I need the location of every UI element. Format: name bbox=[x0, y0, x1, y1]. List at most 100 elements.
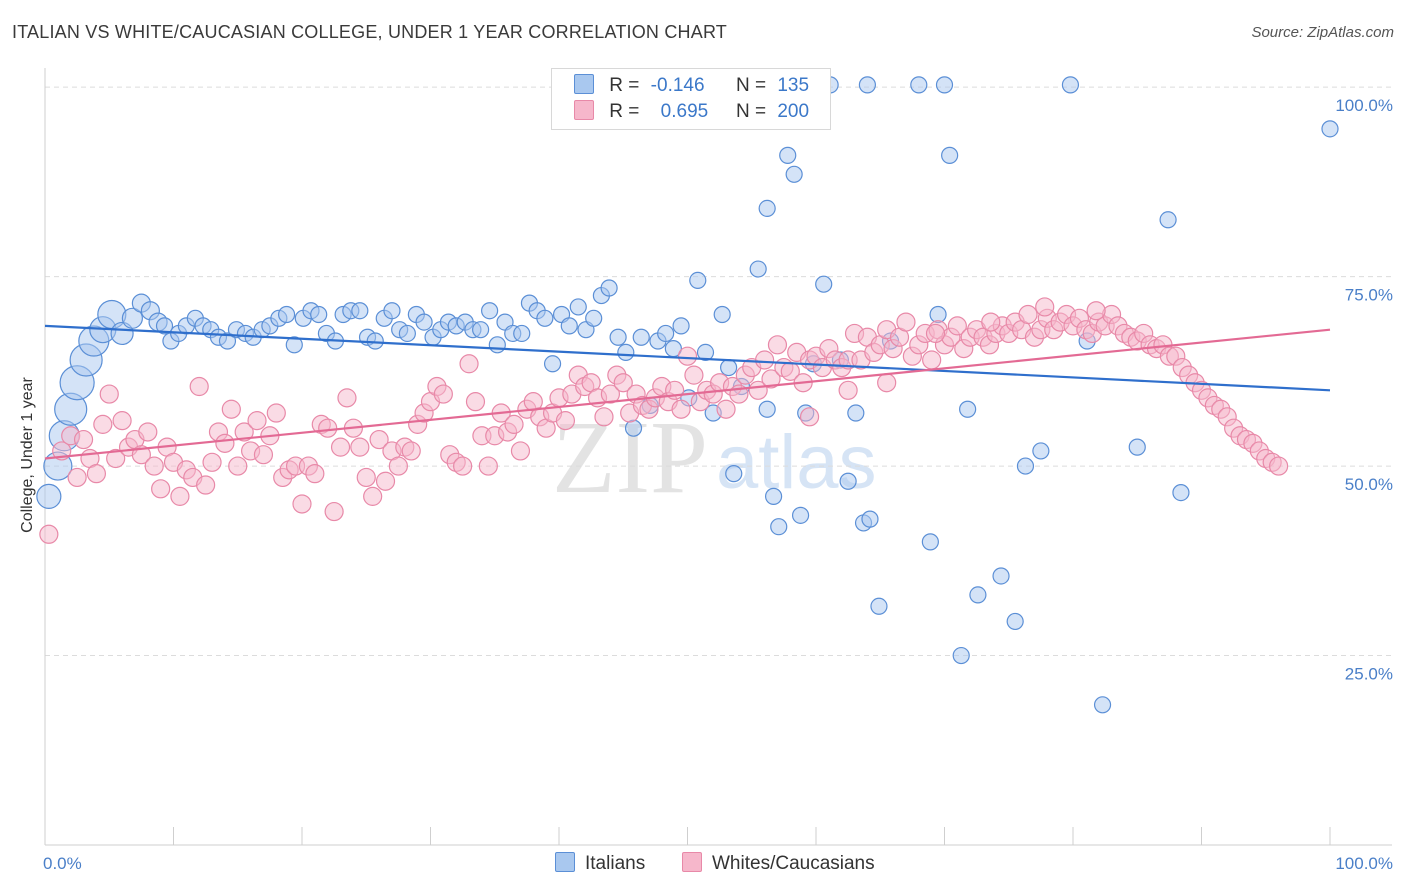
data-point bbox=[600, 279, 618, 297]
data-point bbox=[202, 452, 222, 472]
data-point bbox=[1172, 484, 1190, 502]
data-point bbox=[569, 298, 587, 316]
legend-n-value: 135 bbox=[777, 75, 810, 96]
series-italians bbox=[36, 76, 1339, 714]
legend-item-italians: Italians bbox=[555, 852, 645, 875]
data-point bbox=[1035, 297, 1055, 317]
trendlines bbox=[44, 324, 1331, 460]
data-point bbox=[725, 465, 743, 483]
data-point bbox=[324, 501, 344, 522]
data-point bbox=[310, 305, 328, 324]
y-tick-label: 50.0% bbox=[1345, 475, 1393, 494]
data-point bbox=[93, 414, 113, 434]
trendline-whites bbox=[44, 328, 1331, 460]
data-point bbox=[481, 302, 499, 320]
data-point bbox=[375, 471, 396, 491]
data-point bbox=[234, 422, 254, 442]
data-point bbox=[847, 404, 865, 422]
data-point bbox=[228, 456, 248, 476]
data-point bbox=[170, 486, 190, 506]
trendline-italians bbox=[44, 324, 1331, 392]
whites-swatch bbox=[574, 100, 594, 120]
data-point bbox=[761, 369, 781, 389]
data-point bbox=[350, 437, 370, 457]
data-point bbox=[39, 524, 59, 544]
data-point bbox=[1006, 612, 1024, 631]
data-point bbox=[935, 76, 954, 94]
data-point bbox=[277, 305, 296, 324]
data-point bbox=[716, 399, 736, 419]
data-point bbox=[921, 533, 939, 551]
data-point bbox=[337, 388, 357, 408]
data-point bbox=[749, 260, 767, 278]
data-point bbox=[218, 332, 237, 350]
data-point bbox=[770, 518, 788, 536]
data-point bbox=[536, 309, 554, 327]
data-point bbox=[764, 487, 783, 505]
data-point bbox=[671, 399, 691, 419]
data-point bbox=[1128, 438, 1146, 456]
data-point bbox=[1268, 456, 1289, 476]
data-point bbox=[151, 479, 171, 499]
data-point bbox=[415, 313, 433, 331]
data-point bbox=[383, 302, 401, 320]
data-point bbox=[696, 343, 715, 362]
italians-legend-swatch bbox=[555, 852, 575, 872]
data-point bbox=[110, 321, 134, 346]
data-point bbox=[720, 358, 738, 377]
data-point bbox=[1086, 301, 1106, 321]
chart-title: ITALIAN VS WHITE/CAUCASIAN COLLEGE, UNDE… bbox=[12, 22, 728, 42]
data-point bbox=[672, 317, 690, 335]
x-tick-label: 100.0% bbox=[1335, 854, 1393, 873]
data-point bbox=[504, 414, 524, 434]
data-point bbox=[144, 456, 164, 476]
y-tick-label: 100.0% bbox=[1335, 96, 1393, 115]
data-point bbox=[369, 429, 389, 450]
data-point bbox=[684, 365, 704, 385]
legend-r-value: -0.146 bbox=[650, 75, 705, 96]
data-point bbox=[952, 646, 970, 665]
data-point bbox=[388, 456, 408, 476]
watermark-atlas: atlas bbox=[716, 420, 877, 505]
data-point bbox=[1093, 696, 1112, 714]
whites-legend-label: Whites/Caucasians bbox=[712, 853, 875, 874]
data-point bbox=[86, 464, 107, 484]
data-point bbox=[689, 271, 707, 290]
legend-r-value: 0.695 bbox=[660, 101, 709, 122]
data-point bbox=[543, 355, 562, 373]
data-point bbox=[513, 324, 531, 343]
series-whites bbox=[39, 297, 1289, 544]
data-point bbox=[465, 392, 486, 412]
data-point bbox=[478, 456, 498, 476]
legend-row-whites: R = 0.695 N = 200 bbox=[574, 100, 809, 126]
data-point bbox=[838, 380, 858, 400]
data-point bbox=[351, 302, 369, 320]
data-point bbox=[560, 317, 578, 335]
data-point bbox=[959, 400, 977, 418]
data-point bbox=[910, 76, 928, 94]
data-point bbox=[839, 472, 857, 490]
data-point bbox=[896, 312, 916, 332]
data-point bbox=[779, 146, 797, 164]
y-tick-label: 75.0% bbox=[1345, 286, 1393, 305]
data-point bbox=[305, 464, 325, 484]
correlation-legend: R = -0.146 N = 135 R = 0.695 N = 200 bbox=[551, 68, 831, 130]
legend-n-label: N = bbox=[735, 101, 767, 122]
data-point bbox=[754, 350, 775, 370]
data-point bbox=[99, 384, 119, 404]
data-point bbox=[624, 419, 643, 437]
data-point bbox=[799, 407, 820, 427]
data-point bbox=[356, 467, 376, 488]
data-point bbox=[189, 376, 209, 397]
data-point bbox=[600, 384, 621, 404]
tick-labels: 25.0% 50.0% 75.0% 100.0% 0.0% 100.0% bbox=[43, 96, 1393, 873]
data-point bbox=[510, 441, 531, 461]
data-point bbox=[1016, 457, 1035, 475]
data-point bbox=[861, 510, 879, 528]
data-point bbox=[247, 411, 267, 431]
data-point bbox=[947, 316, 967, 336]
data-point bbox=[67, 467, 87, 488]
data-point bbox=[292, 494, 312, 514]
data-point bbox=[858, 76, 877, 94]
